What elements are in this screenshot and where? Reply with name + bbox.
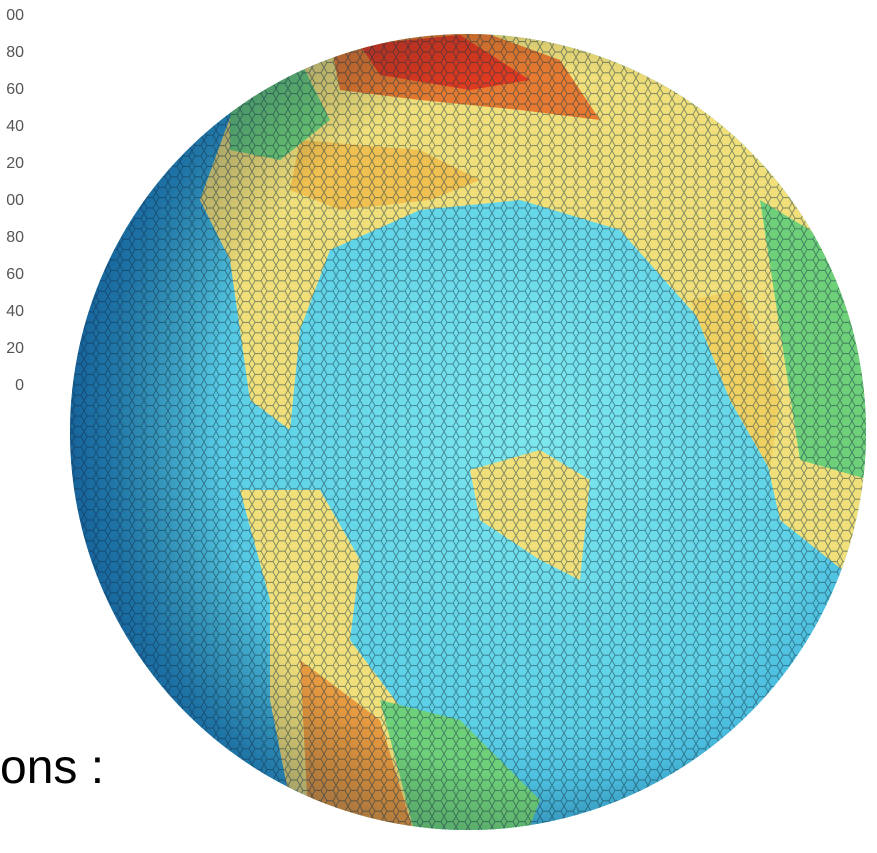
colorbar-tick-label: 20 (6, 155, 24, 172)
colorbar-tick-label: 20 (6, 340, 24, 357)
colorbar-tick-label: 60 (6, 81, 24, 98)
colorbar-tick-label: 00 (6, 192, 24, 209)
bullet-text: ons : (0, 741, 105, 794)
colorbar-tick-label: 0 (15, 377, 24, 394)
colorbar-tick-label: 00 (6, 7, 24, 24)
colorbar-tick-label: 80 (6, 229, 24, 246)
colorbar-tick-label: 60 (6, 266, 24, 283)
colorbar-tick-label: 80 (6, 44, 24, 61)
colorbar-tick-label: 40 (6, 118, 24, 135)
colorbar-tick-label: 40 (6, 303, 24, 320)
